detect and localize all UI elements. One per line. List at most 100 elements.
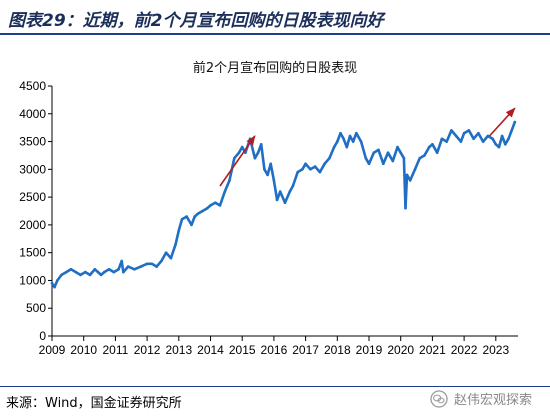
- data-point: [332, 145, 336, 149]
- y-tick-label: 0: [39, 329, 46, 343]
- data-point: [180, 218, 184, 221]
- data-point: [486, 134, 490, 138]
- data-point: [253, 156, 257, 160]
- data-point: [60, 273, 63, 277]
- data-point: [69, 268, 73, 271]
- data-point: [477, 131, 480, 135]
- data-point: [50, 281, 54, 285]
- data-point: [266, 173, 269, 177]
- data-point: [345, 145, 349, 149]
- trend-arrow: [219, 135, 256, 187]
- data-point: [382, 162, 385, 166]
- data-point: [206, 206, 209, 210]
- data-point: [431, 143, 434, 146]
- data-point: [328, 156, 331, 160]
- data-point: [223, 190, 227, 193]
- data-point: [481, 140, 485, 143]
- data-point: [507, 137, 510, 141]
- trend-arrow: [488, 107, 516, 137]
- data-point: [233, 156, 236, 160]
- bottom-rule: [0, 386, 550, 387]
- data-point: [139, 265, 143, 268]
- data-point: [367, 162, 371, 166]
- data-point: [309, 168, 312, 171]
- data-point: [504, 143, 507, 146]
- data-point: [288, 190, 292, 193]
- data-point: [169, 256, 173, 260]
- data-point: [318, 170, 322, 174]
- x-tick-label: 2020: [387, 343, 414, 357]
- data-point: [355, 131, 358, 135]
- data-point: [209, 204, 212, 207]
- data-point: [133, 268, 136, 271]
- data-point: [240, 145, 244, 149]
- data-point: [177, 229, 181, 232]
- x-tick-label: 2022: [451, 343, 478, 357]
- data-point: [160, 259, 163, 263]
- data-point: [445, 140, 449, 143]
- data-point: [99, 273, 103, 277]
- chart-title: 前2个月宣布回购的日股表现: [192, 61, 358, 76]
- x-tick-label: 2016: [261, 343, 288, 357]
- data-point: [84, 270, 87, 274]
- data-point: [339, 131, 342, 135]
- data-point: [497, 145, 501, 149]
- data-point: [74, 270, 78, 274]
- data-point: [201, 209, 204, 213]
- data-point: [413, 168, 417, 171]
- series-line: [50, 120, 517, 289]
- x-tick-label: 2010: [70, 343, 97, 357]
- data-point: [228, 179, 231, 182]
- x-tick-label: 2017: [292, 343, 319, 357]
- data-point: [248, 137, 252, 141]
- x-tick-label: 2009: [39, 343, 66, 357]
- y-tick-label: 3000: [19, 162, 46, 176]
- data-point: [120, 259, 123, 263]
- data-point: [259, 143, 263, 146]
- data-point: [336, 140, 339, 143]
- data-point: [494, 143, 498, 146]
- data-point: [323, 162, 326, 166]
- data-point: [278, 190, 282, 193]
- data-point: [88, 273, 92, 277]
- data-point: [126, 265, 130, 268]
- data-point: [185, 215, 188, 218]
- data-point: [107, 268, 111, 271]
- axes-layer: 0 500 1000 1500 2000 2500 3000 3500 4000 4500 2009…: [19, 79, 518, 357]
- data-point: [513, 120, 517, 124]
- annotation-layer: [219, 107, 516, 187]
- data-point: [145, 262, 149, 266]
- title-rule: [0, 33, 550, 35]
- data-point: [237, 151, 241, 154]
- data-point: [65, 270, 68, 274]
- data-point: [214, 201, 217, 204]
- data-point: [418, 156, 422, 160]
- data-point: [269, 162, 273, 166]
- data-point: [53, 285, 56, 289]
- data-point: [256, 151, 260, 154]
- data-point: [399, 151, 403, 154]
- data-point: [472, 137, 475, 141]
- data-point: [440, 137, 444, 141]
- watermark-label: 赵伟宏观探索: [454, 393, 533, 408]
- data-point: [244, 151, 247, 154]
- x-tick-label: 2011: [102, 343, 128, 357]
- y-tick-label: 1500: [19, 246, 46, 260]
- data-point: [510, 129, 513, 132]
- y-tick-label: 1000: [19, 273, 46, 287]
- x-tick-label: 2015: [229, 343, 256, 357]
- data-point: [500, 134, 504, 138]
- data-point: [96, 270, 100, 274]
- data-point: [122, 270, 125, 274]
- data-point: [408, 179, 412, 182]
- y-tick-label: 3500: [19, 135, 46, 149]
- data-point: [423, 154, 426, 157]
- source-note: 来源：Wind，国金证券研究所: [6, 396, 182, 411]
- data-point: [402, 156, 406, 160]
- data-point: [396, 145, 399, 149]
- data-point: [491, 137, 494, 141]
- data-point: [155, 265, 158, 268]
- data-point: [359, 140, 363, 143]
- data-point: [313, 165, 317, 168]
- x-tick-label: 2018: [324, 343, 351, 357]
